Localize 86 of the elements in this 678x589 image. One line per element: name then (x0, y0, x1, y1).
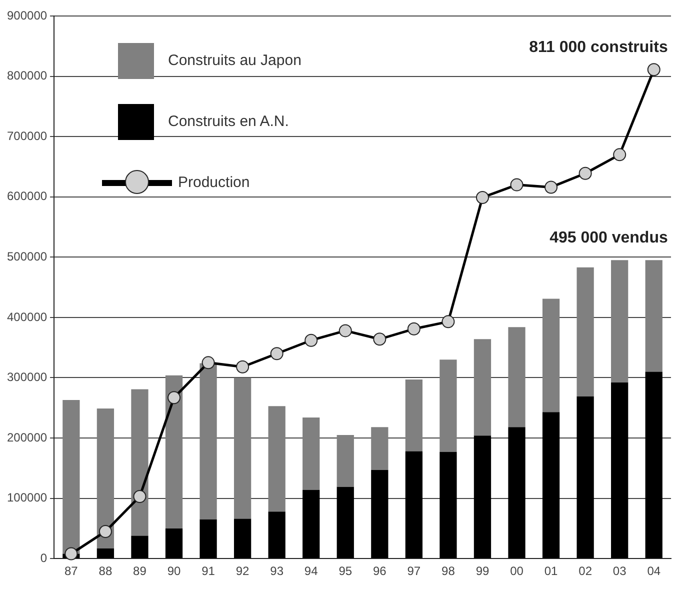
x-tick-label: 03 (612, 564, 627, 578)
point (236, 360, 250, 374)
point (202, 356, 215, 370)
bar (508, 327, 526, 428)
bar (645, 260, 662, 372)
point (510, 178, 524, 192)
x-tick-label: 00 (510, 564, 524, 578)
y-tick-label: 900000 (6, 8, 48, 22)
point (373, 332, 386, 346)
x-tick-label: 89 (133, 564, 147, 578)
point (442, 315, 455, 328)
bar (645, 372, 662, 558)
y-tick-label: 300000 (6, 370, 48, 384)
x-tick-label: 92 (236, 564, 250, 578)
bar (405, 380, 423, 452)
bar (200, 363, 217, 520)
bar (131, 536, 148, 558)
x-tick-label: 99 (476, 564, 490, 578)
x-tick-label: 01 (544, 564, 558, 578)
x-tick-label: 91 (202, 564, 216, 578)
x-tick-label: 98 (442, 564, 456, 578)
bar (611, 260, 628, 383)
bar (576, 396, 594, 558)
bar (440, 360, 457, 452)
bar (508, 427, 526, 558)
bar (405, 451, 423, 558)
y-tick-label: 400000 (6, 310, 48, 324)
y-tick-label: 600000 (6, 189, 48, 204)
point (544, 180, 558, 194)
bar (62, 400, 80, 554)
x-tick-label: 02 (578, 564, 592, 578)
bar (440, 452, 457, 558)
bar (96, 408, 114, 548)
x-tick-label: 88 (98, 564, 112, 578)
point (338, 324, 352, 338)
point (407, 322, 420, 336)
point (613, 148, 626, 162)
bar (371, 427, 388, 470)
bar (542, 298, 560, 412)
bar (268, 406, 286, 512)
bar (165, 528, 183, 558)
point (98, 524, 112, 538)
x-tick-label: 97 (407, 564, 421, 578)
bar (542, 412, 560, 558)
point (476, 190, 489, 204)
point (133, 490, 146, 504)
y-tick-label: 0 (40, 550, 48, 565)
bar (474, 339, 492, 436)
y-tick-label: 500000 (6, 249, 48, 264)
bar (336, 435, 354, 487)
x-tick-label: 96 (372, 564, 387, 578)
bar (234, 518, 252, 558)
x-tick-label: 95 (338, 564, 352, 578)
bar (371, 470, 388, 558)
bar (131, 389, 148, 536)
x-tick-label: 87 (64, 564, 78, 578)
bar (611, 382, 628, 558)
bar (165, 375, 183, 528)
bar (302, 490, 320, 558)
point (578, 166, 592, 180)
bar (576, 267, 594, 396)
point (304, 334, 318, 347)
y-tick-label: 200000 (6, 430, 48, 444)
legend-label: Construits en A.N. (168, 113, 289, 130)
bar (302, 418, 320, 490)
y-tick-label: 700000 (6, 128, 48, 143)
bar (200, 519, 217, 558)
legend-label: Production (178, 174, 250, 191)
y-tick-label: 100000 (6, 490, 48, 505)
point (270, 347, 284, 360)
point (168, 391, 181, 404)
bar (234, 378, 252, 519)
bar (268, 512, 286, 558)
bar (474, 436, 492, 558)
x-tick-label: 90 (167, 564, 181, 578)
legend-label: Construits au Japon (168, 52, 302, 69)
x-tick-label: 94 (304, 564, 318, 578)
annotation: 811 000 construits (529, 39, 668, 56)
bar (336, 486, 354, 558)
point (64, 547, 78, 560)
bar (96, 548, 114, 558)
annotation: 495 000 vendus (550, 230, 668, 247)
x-tick-label: 93 (270, 564, 284, 578)
x-tick-label: 04 (647, 564, 661, 578)
y-tick-label: 800000 (6, 68, 48, 83)
point (647, 63, 660, 76)
